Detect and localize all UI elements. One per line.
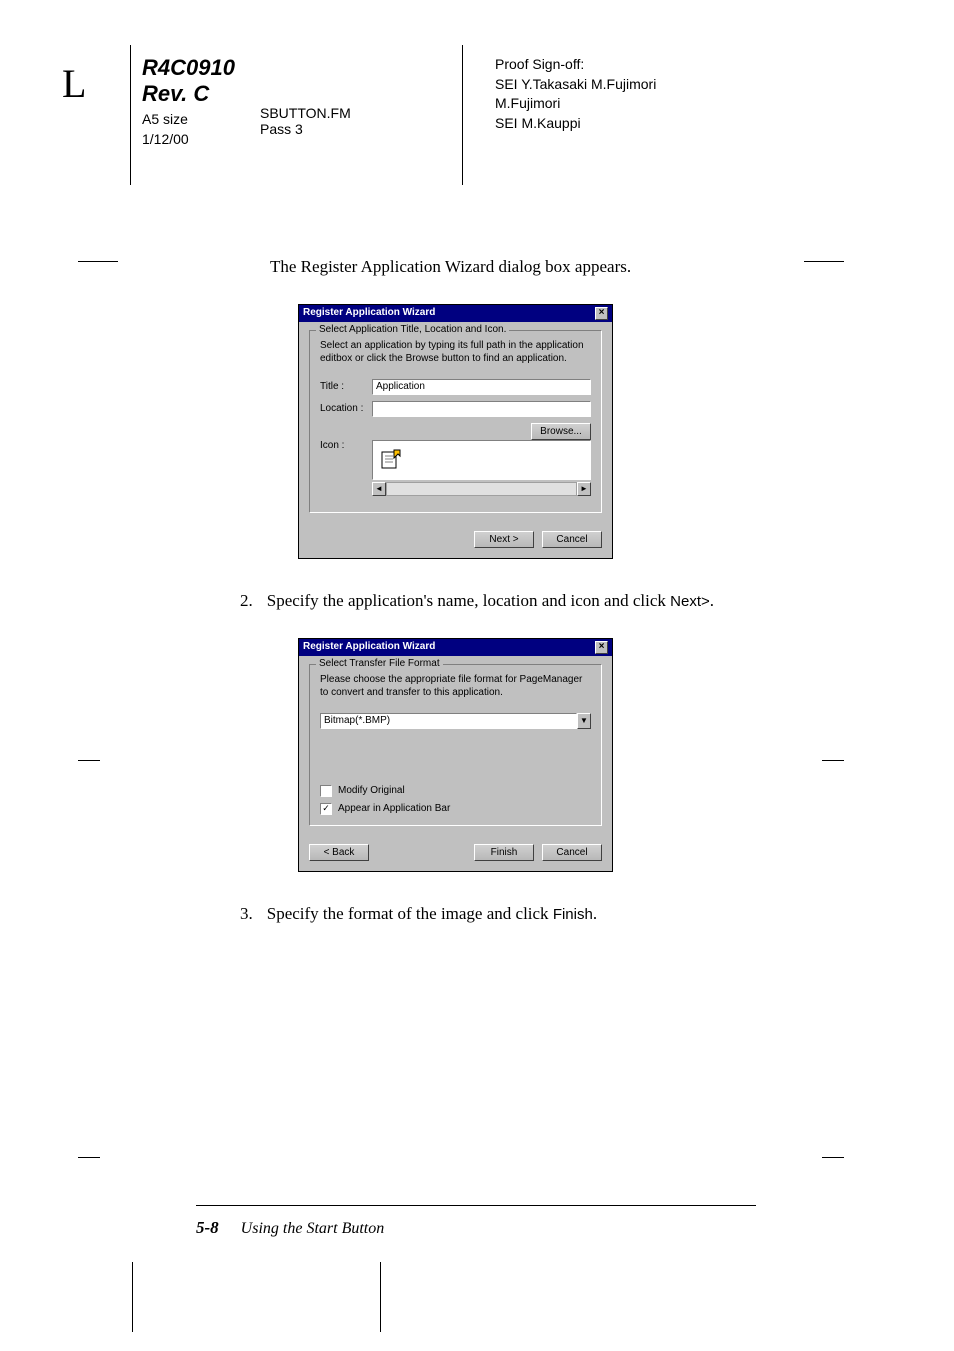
location-input[interactable] (372, 401, 591, 417)
icon-preview (372, 440, 591, 480)
page-content: The Register Application Wizard dialog b… (240, 255, 840, 925)
checkbox-label: Modify Original (338, 785, 405, 796)
signoff-1: SEI Y.Takasaki M.Fujimori (495, 75, 656, 95)
doc-header: L R4C0910 Rev. C A5 size 1/12/00 SBUTTON… (0, 45, 954, 195)
step-number: 2. (240, 589, 253, 613)
crop-mark (78, 760, 100, 761)
groupbox-title: Select Transfer File Format (316, 658, 443, 669)
scroll-track[interactable] (386, 482, 577, 496)
appear-in-appbar-checkbox[interactable]: ✓ Appear in Application Bar (320, 803, 591, 815)
header-divider-2 (462, 45, 463, 185)
register-app-wizard-dialog-1: Register Application Wizard × Select App… (298, 304, 613, 559)
groupbox-instruction: Please choose the appropriate file forma… (320, 673, 591, 699)
header-doc-ref: R4C0910 Rev. C A5 size 1/12/00 (142, 55, 235, 147)
back-button[interactable]: < Back (309, 844, 369, 861)
checkbox-icon[interactable] (320, 785, 332, 797)
checkbox-label: Appear in Application Bar (338, 803, 450, 814)
header-file-col: SBUTTON.FM Pass 3 (260, 105, 351, 137)
select-value: Bitmap(*.BMP) (320, 713, 577, 729)
title-input[interactable]: Application (372, 379, 591, 395)
groupbox-app-info: Select Application Title, Location and I… (309, 330, 602, 513)
checkbox-icon[interactable]: ✓ (320, 803, 332, 815)
side-letter: L (62, 60, 86, 107)
step-text: Specify the application's name, location… (267, 591, 670, 610)
step-number: 3. (240, 902, 253, 926)
icon-scrollbar[interactable]: ◄ ► (372, 482, 591, 496)
close-icon[interactable]: × (595, 307, 608, 320)
signoff-2: M.Fujimori (495, 94, 656, 114)
finish-label-ref: Finish (553, 906, 593, 923)
crop-mark (78, 261, 118, 262)
next-label-ref: Next> (670, 593, 710, 610)
dialog-title: Register Application Wizard (303, 641, 435, 654)
browse-button[interactable]: Browse... (531, 423, 591, 440)
header-divider (130, 45, 131, 185)
step-text-after: . (593, 904, 597, 923)
crop-mark (78, 1157, 100, 1158)
icon-label: Icon : (320, 440, 372, 451)
scroll-left-icon[interactable]: ◄ (372, 482, 386, 496)
page-number: 5-8 (196, 1218, 219, 1237)
dialog-titlebar: Register Application Wizard × (299, 305, 612, 322)
file-format-select[interactable]: Bitmap(*.BMP) ▼ (320, 713, 591, 729)
doc-date: 1/12/00 (142, 131, 235, 147)
intro-text: The Register Application Wizard dialog b… (270, 255, 840, 279)
groupbox-instruction: Select an application by typing its full… (320, 339, 591, 365)
next-button[interactable]: Next > (474, 531, 534, 548)
close-icon[interactable]: × (595, 641, 608, 654)
file-name: SBUTTON.FM (260, 105, 351, 121)
docref-line1: R4C0910 (142, 55, 235, 81)
signoff-title: Proof Sign-off: (495, 55, 656, 75)
register-app-wizard-dialog-2: Register Application Wizard × Select Tra… (298, 638, 613, 872)
step-2: 2. Specify the application's name, locat… (240, 589, 840, 613)
dialog-titlebar: Register Application Wizard × (299, 639, 612, 656)
footer-divider (132, 1262, 133, 1332)
page-size: A5 size (142, 111, 235, 127)
application-icon (377, 445, 405, 473)
cancel-button[interactable]: Cancel (542, 844, 602, 861)
cancel-button[interactable]: Cancel (542, 531, 602, 548)
step-text-after: . (710, 591, 714, 610)
docref-line2: Rev. C (142, 81, 235, 107)
crop-mark (822, 1157, 844, 1158)
section-title: Using the Start Button (241, 1220, 385, 1237)
page-footer: 5-8 Using the Start Button (196, 1218, 384, 1238)
dropdown-arrow-icon[interactable]: ▼ (577, 713, 591, 729)
title-label: Title : (320, 381, 372, 392)
groupbox-file-format: Select Transfer File Format Please choos… (309, 664, 602, 826)
step-3: 3. Specify the format of the image and c… (240, 902, 840, 926)
groupbox-title: Select Application Title, Location and I… (316, 324, 509, 335)
signoff-3: SEI M.Kauppi (495, 114, 656, 134)
modify-original-checkbox[interactable]: Modify Original (320, 785, 591, 797)
pass-num: Pass 3 (260, 121, 351, 137)
footer-divider (380, 1262, 381, 1332)
location-label: Location : (320, 403, 372, 414)
dialog-title: Register Application Wizard (303, 307, 435, 320)
signoff-block: Proof Sign-off: SEI Y.Takasaki M.Fujimor… (495, 55, 656, 133)
scroll-right-icon[interactable]: ► (577, 482, 591, 496)
step-text: Specify the format of the image and clic… (267, 904, 553, 923)
finish-button[interactable]: Finish (474, 844, 534, 861)
footer-rule (196, 1205, 756, 1206)
